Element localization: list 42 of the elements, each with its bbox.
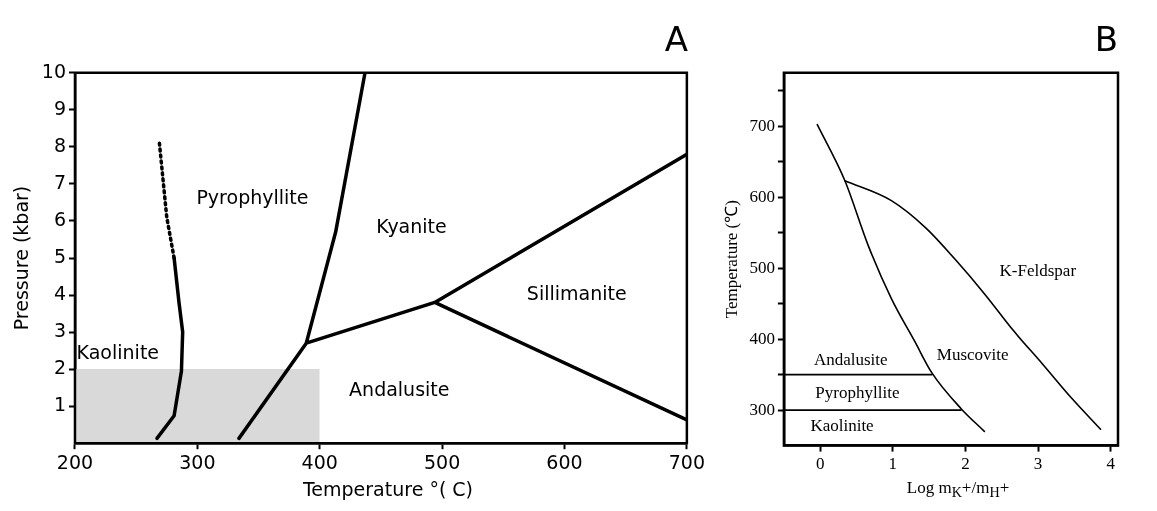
- annotation: K-Feldspar: [999, 260, 1077, 280]
- x-tick-label: 4: [1106, 454, 1116, 474]
- annotation: Andalusite: [349, 378, 450, 401]
- annotation: Andalusite: [813, 350, 888, 370]
- y-tick-label: 9: [53, 96, 66, 119]
- x-tick-label: 300: [179, 450, 216, 473]
- y-tick-label: 7: [53, 170, 66, 193]
- y-tick-label: 1: [53, 393, 66, 416]
- y-tick-label: 600: [749, 186, 775, 206]
- x-tick-label: 400: [301, 450, 338, 473]
- x-tick-label: 700: [668, 450, 705, 473]
- annotation: Muscovite: [936, 344, 1009, 364]
- y-axis-title: Temperature (℃): [721, 200, 741, 319]
- chart-title: A: [664, 19, 688, 60]
- y-tick-label: 400: [749, 328, 775, 348]
- x-axis-title: Temperature °( C): [302, 478, 474, 500]
- x-tick-label: 200: [56, 450, 94, 473]
- annotation: Kaolinite: [810, 416, 874, 436]
- annotation: Pyrophyllite: [196, 185, 309, 208]
- annotation: Sillimanite: [526, 281, 627, 304]
- annotation: Kaolinite: [76, 341, 160, 364]
- chart-title: B: [1094, 19, 1118, 60]
- x-axis-title: Log m$_{K}$+/m$_{H}$+: [905, 478, 1011, 502]
- annotation: Pyrophyllite: [815, 383, 900, 403]
- y-tick-label: 700: [749, 115, 775, 135]
- x-tick-label: 500: [423, 450, 461, 473]
- y-tick-label: 8: [53, 133, 66, 156]
- y-tick-label: 300: [749, 399, 775, 419]
- x-tick-label: 1: [888, 454, 898, 474]
- x-tick-label: 3: [1033, 454, 1043, 474]
- y-axis-title: Pressure (kbar): [10, 185, 33, 331]
- annotation: Kyanite: [376, 215, 447, 238]
- x-tick-label: 0: [815, 454, 825, 474]
- x-tick-label: 2: [961, 454, 970, 474]
- y-tick-label: 500: [749, 257, 775, 277]
- y-tick-label: 10: [41, 59, 66, 82]
- y-tick-label: 5: [53, 244, 66, 267]
- x-tick-label: 600: [546, 450, 583, 473]
- y-tick-label: 6: [53, 207, 66, 230]
- y-tick-label: 4: [53, 281, 66, 304]
- y-tick-label: 2: [53, 356, 66, 379]
- y-tick-label: 3: [53, 319, 66, 342]
